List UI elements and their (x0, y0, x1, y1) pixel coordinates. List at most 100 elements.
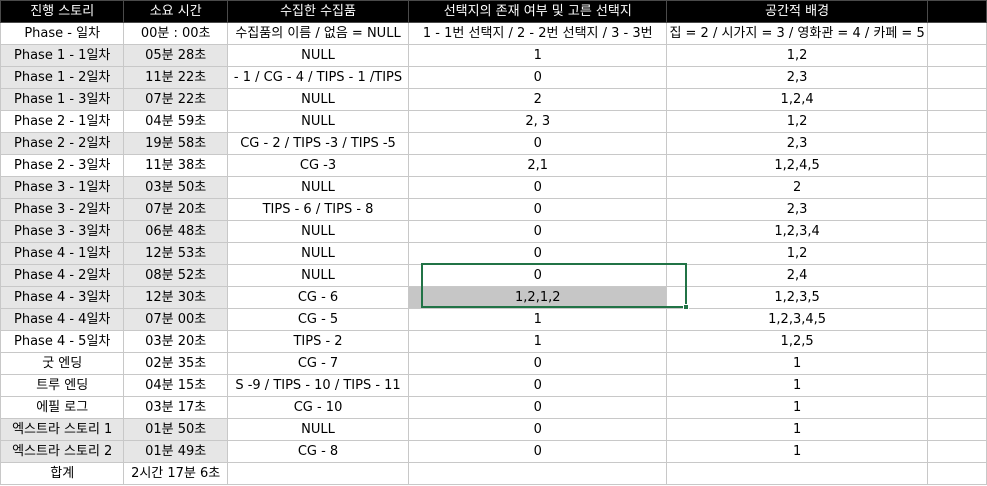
cell-items[interactable]: NULL (226, 418, 410, 441)
cell-place[interactable] (666, 462, 928, 485)
cell-place[interactable]: 2,3 (666, 132, 928, 155)
cell-place[interactable]: 1 (666, 352, 928, 375)
cell-items[interactable]: TIPS - 6 / TIPS - 8 (226, 198, 410, 221)
header-place[interactable]: 공간적 배경 (666, 0, 928, 23)
cell-items[interactable]: NULL (226, 44, 410, 67)
cell-choice[interactable]: 0 (408, 176, 668, 199)
cell-story[interactable]: Phase 1 - 3일차 (0, 88, 125, 111)
cell-time[interactable]: 2시간 17분 6초 (123, 462, 228, 485)
cell-extra[interactable] (926, 418, 987, 441)
cell-story[interactable]: Phase 3 - 2일차 (0, 198, 125, 221)
cell-story[interactable]: Phase 2 - 2일차 (0, 132, 125, 155)
cell-time[interactable]: 12분 53초 (123, 242, 228, 265)
cell-items[interactable]: CG - 2 / TIPS -3 / TIPS -5 (226, 132, 410, 155)
cell-time[interactable]: 01분 50초 (123, 418, 228, 441)
cell-choice[interactable] (408, 462, 668, 485)
cell-items[interactable]: TIPS - 2 (226, 330, 410, 353)
cell-place[interactable]: 2,4 (666, 264, 928, 287)
cell-choice[interactable]: 2,1 (408, 154, 668, 177)
cell-choice[interactable]: 0 (408, 198, 668, 221)
cell-time[interactable]: 08분 52초 (123, 264, 228, 287)
header-items[interactable]: 수집한 수집품 (226, 0, 410, 23)
cell-items[interactable]: - 1 / CG - 4 / TIPS - 1 /TIPS (226, 66, 410, 89)
cell-extra[interactable] (926, 110, 987, 133)
cell-extra[interactable] (926, 352, 987, 375)
header-time[interactable]: 소요 시간 (123, 0, 228, 23)
cell-story[interactable]: Phase 4 - 4일차 (0, 308, 125, 331)
cell-extra[interactable] (926, 88, 987, 111)
cell-story[interactable]: 에필 로그 (0, 396, 125, 419)
cell-story[interactable]: Phase 2 - 1일차 (0, 110, 125, 133)
cell-time[interactable]: 06분 48초 (123, 220, 228, 243)
cell-place[interactable]: 1 (666, 374, 928, 397)
cell-place[interactable]: 1,2,5 (666, 330, 928, 353)
cell-time[interactable]: 02분 35초 (123, 352, 228, 375)
cell-extra[interactable] (926, 330, 987, 353)
cell-place[interactable]: 1,2,3,4 (666, 220, 928, 243)
cell-choice[interactable]: 1 (408, 44, 668, 67)
cell-choice[interactable]: 0 (408, 220, 668, 243)
cell-story[interactable]: Phase 1 - 2일차 (0, 66, 125, 89)
cell-place[interactable]: 집 = 2 / 시가지 = 3 / 영화관 = 4 / 카페 = 5 (666, 22, 928, 45)
cell-time[interactable]: 19분 58초 (123, 132, 228, 155)
cell-place[interactable]: 2,3 (666, 66, 928, 89)
cell-choice[interactable]: 2 (408, 88, 668, 111)
cell-story[interactable]: Phase 4 - 1일차 (0, 242, 125, 265)
cell-time[interactable]: 03분 20초 (123, 330, 228, 353)
cell-story[interactable]: Phase 2 - 3일차 (0, 154, 125, 177)
cell-time[interactable]: 05분 28초 (123, 44, 228, 67)
cell-story[interactable]: Phase 4 - 3일차 (0, 286, 125, 309)
cell-time[interactable]: 03분 50초 (123, 176, 228, 199)
cell-extra[interactable] (926, 44, 987, 67)
cell-place[interactable]: 1,2 (666, 110, 928, 133)
cell-choice[interactable]: 1 (408, 330, 668, 353)
cell-story[interactable]: 굿 엔딩 (0, 352, 125, 375)
cell-story[interactable]: Phase 4 - 2일차 (0, 264, 125, 287)
cell-extra[interactable] (926, 220, 987, 243)
cell-choice[interactable]: 0 (408, 374, 668, 397)
cell-items[interactable]: CG - 8 (226, 440, 410, 463)
cell-story[interactable]: Phase - 일차 (0, 22, 125, 45)
cell-place[interactable]: 1,2 (666, 242, 928, 265)
cell-choice[interactable]: 0 (408, 352, 668, 375)
cell-time[interactable]: 07분 20초 (123, 198, 228, 221)
cell-choice[interactable]: 1,2,1,2 (408, 286, 668, 309)
cell-choice[interactable]: 0 (408, 440, 668, 463)
cell-items[interactable]: NULL (226, 264, 410, 287)
cell-story[interactable]: 트루 엔딩 (0, 374, 125, 397)
cell-place[interactable]: 1,2 (666, 44, 928, 67)
cell-choice[interactable]: 0 (408, 242, 668, 265)
cell-choice[interactable]: 2, 3 (408, 110, 668, 133)
cell-extra[interactable] (926, 396, 987, 419)
cell-place[interactable]: 2 (666, 176, 928, 199)
header-choice[interactable]: 선택지의 존재 여부 및 고른 선택지 (408, 0, 668, 23)
cell-items[interactable]: CG - 10 (226, 396, 410, 419)
cell-extra[interactable] (926, 308, 987, 331)
cell-extra[interactable] (926, 462, 987, 485)
fill-handle[interactable] (683, 304, 689, 310)
cell-items[interactable]: CG - 5 (226, 308, 410, 331)
cell-items[interactable]: NULL (226, 176, 410, 199)
header-extra[interactable] (926, 0, 987, 23)
cell-story[interactable]: Phase 1 - 1일차 (0, 44, 125, 67)
cell-place[interactable]: 2,3 (666, 198, 928, 221)
cell-place[interactable]: 1 (666, 396, 928, 419)
cell-time[interactable]: 01분 49초 (123, 440, 228, 463)
cell-items[interactable]: S -9 / TIPS - 10 / TIPS - 11 (226, 374, 410, 397)
cell-place[interactable]: 1,2,4,5 (666, 154, 928, 177)
cell-story[interactable]: Phase 3 - 3일차 (0, 220, 125, 243)
cell-items[interactable] (226, 462, 410, 485)
cell-items[interactable]: NULL (226, 88, 410, 111)
cell-choice[interactable]: 1 - 1번 선택지 / 2 - 2번 선택지 / 3 - 3번 (408, 22, 668, 45)
cell-choice[interactable]: 0 (408, 396, 668, 419)
cell-time[interactable]: 00분 : 00초 (123, 22, 228, 45)
cell-extra[interactable] (926, 22, 987, 45)
cell-items[interactable]: NULL (226, 220, 410, 243)
cell-time[interactable]: 04분 15초 (123, 374, 228, 397)
cell-items[interactable]: 수집품의 이름 / 없음 = NULL (226, 22, 410, 45)
cell-place[interactable]: 1,2,3,5 (666, 286, 928, 309)
cell-extra[interactable] (926, 66, 987, 89)
cell-extra[interactable] (926, 176, 987, 199)
cell-place[interactable]: 1,2,3,4,5 (666, 308, 928, 331)
cell-choice[interactable]: 0 (408, 66, 668, 89)
